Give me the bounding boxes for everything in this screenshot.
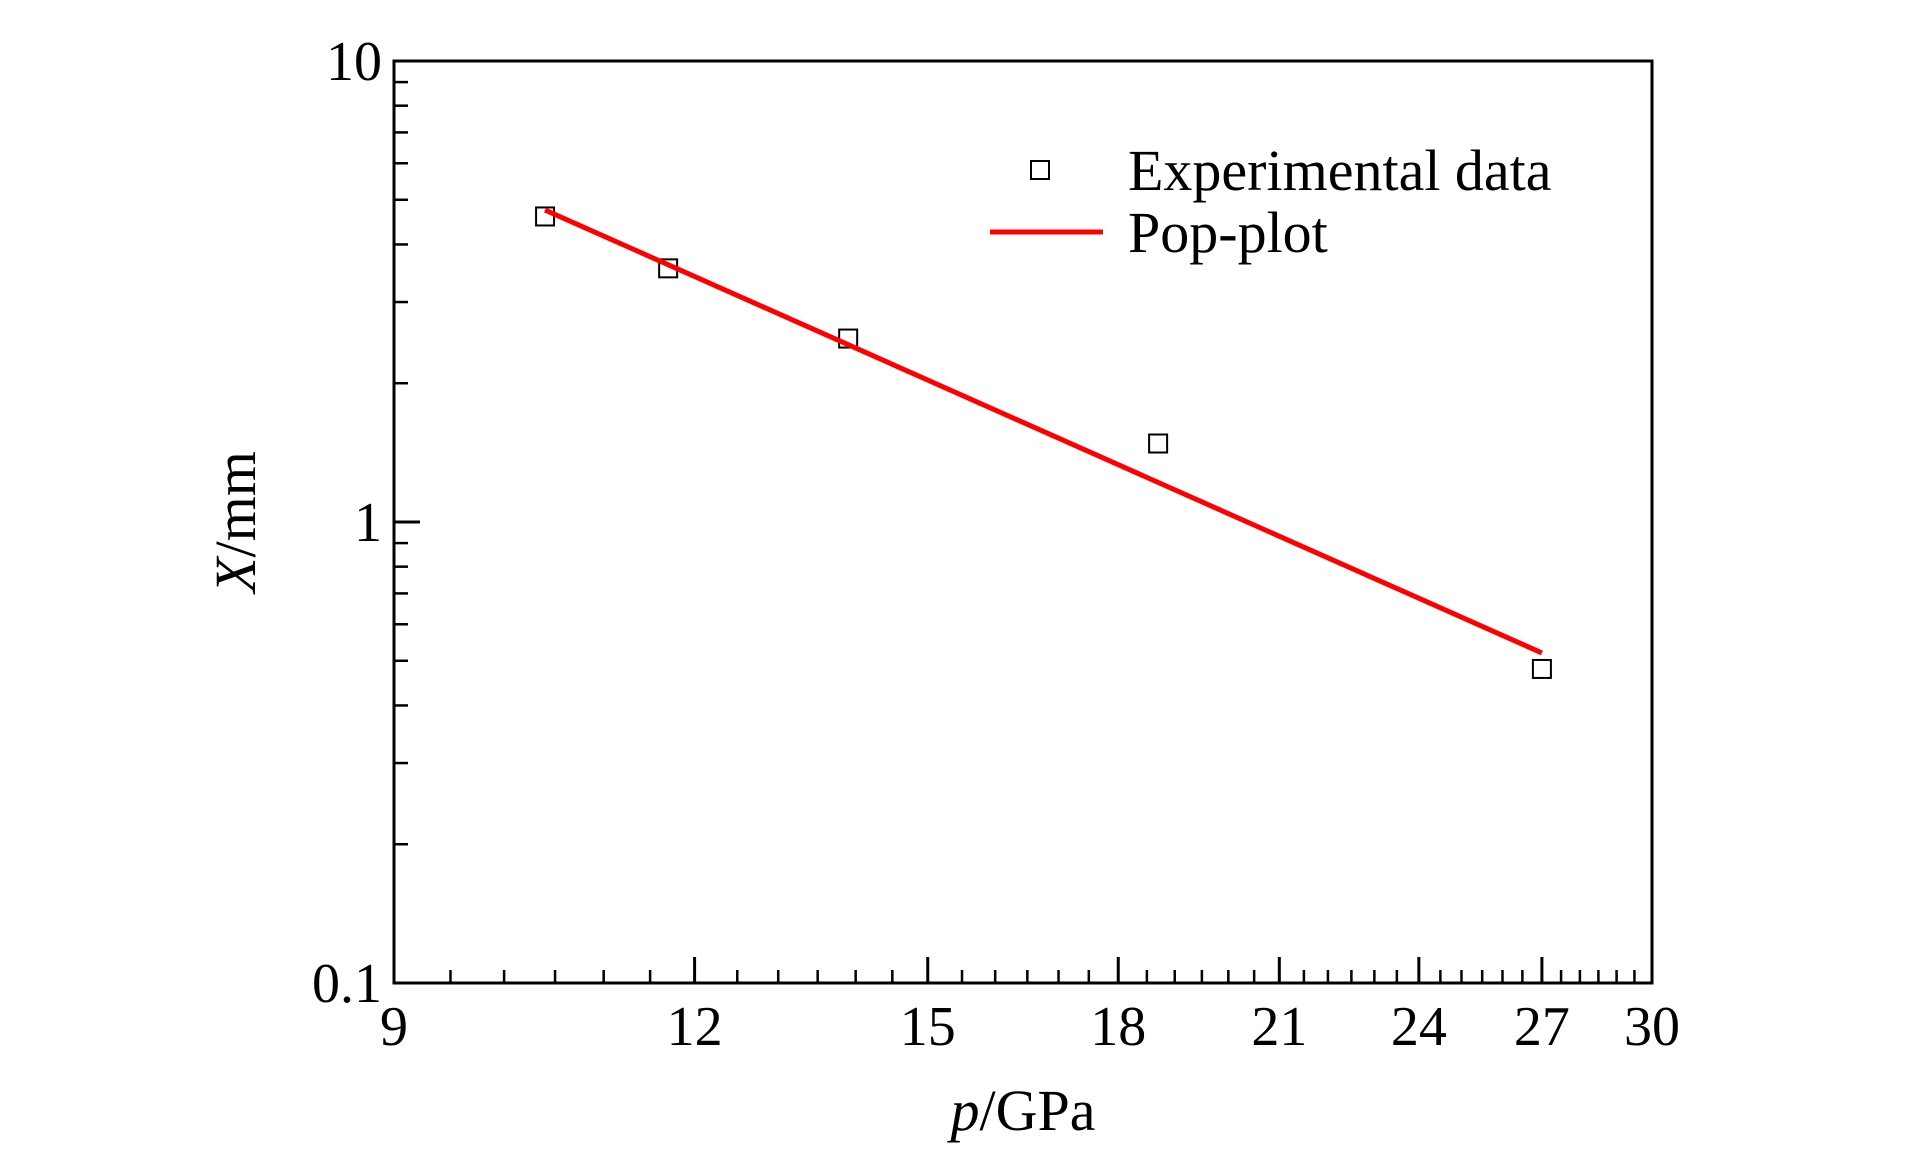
y-tick-label: 0.1: [312, 953, 382, 1015]
x-axis-symbol: p: [947, 1078, 980, 1143]
x-tick-label: 21: [1251, 996, 1307, 1058]
x-tick-label: 24: [1391, 996, 1447, 1058]
axis-labels: p/GPa X/mm: [203, 451, 1096, 1143]
x-axis-label: p/GPa: [947, 1078, 1096, 1143]
y-axis-label: X/mm: [203, 451, 268, 595]
y-tick-label: 1: [354, 492, 382, 554]
x-tick-label: 30: [1624, 996, 1680, 1058]
x-tick-label: 27: [1514, 996, 1570, 1058]
data-point: [1531, 658, 1552, 679]
x-axis-unit: /GPa: [980, 1078, 1096, 1143]
legend-label: Experimental data: [1128, 138, 1552, 203]
y-axis-unit: /mm: [203, 451, 268, 557]
y-tick-label: 10: [326, 31, 382, 93]
legend-label: Pop-plot: [1128, 200, 1328, 265]
y-axis-symbol: X: [203, 555, 268, 595]
ticks: 9 12 15 18 21 24 27 30 0.1 1 10: [312, 31, 1680, 1058]
x-tick-label: 18: [1090, 996, 1146, 1058]
series: [535, 206, 1552, 679]
x-tick-label: 9: [380, 996, 408, 1058]
data-point: [1148, 433, 1169, 454]
legend-square-marker: [1030, 160, 1050, 180]
x-tick-label: 15: [900, 996, 956, 1058]
x-tick-label: 12: [667, 996, 723, 1058]
pop-plot-line: [544, 207, 1543, 656]
